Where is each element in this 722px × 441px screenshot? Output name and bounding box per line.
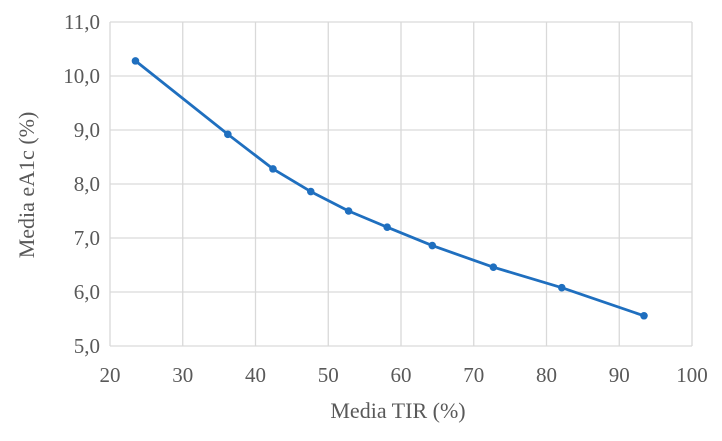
y-tick-label: 7,0 <box>74 226 100 250</box>
x-axis-title: Media TIR (%) <box>330 398 465 423</box>
y-tick-label: 9,0 <box>74 118 100 142</box>
data-point <box>489 263 498 271</box>
x-tick-label: 100 <box>676 363 708 387</box>
y-tick-label: 8,0 <box>74 172 100 196</box>
x-tick-label: 80 <box>536 363 557 387</box>
x-tick-label: 40 <box>245 363 266 387</box>
y-tick-label: 6,0 <box>74 280 100 304</box>
data-point <box>383 223 391 231</box>
gridlines <box>109 21 693 347</box>
x-tick-label: 20 <box>100 363 121 387</box>
y-tick-label: 5,0 <box>74 334 100 358</box>
data-point <box>306 187 315 196</box>
y-tick-label: 11,0 <box>64 10 100 34</box>
x-tick-label: 70 <box>463 363 484 387</box>
data-point <box>131 57 140 65</box>
data-point <box>269 165 277 173</box>
y-axis-title: Media eA1c (%) <box>14 112 39 259</box>
x-tick-label: 60 <box>391 363 412 387</box>
x-tick-label: 90 <box>609 363 630 387</box>
data-point <box>428 241 437 250</box>
tick-labels: 5,0 6,0 7,0 8,0 9,0 10,0 11,0 20 30 40 50 60 70 80 90 1… <box>63 10 708 387</box>
series-line <box>134 59 646 318</box>
x-tick-label: 30 <box>172 363 193 387</box>
x-tick-label: 50 <box>318 363 339 387</box>
data-point <box>344 207 353 215</box>
data-point <box>557 283 566 292</box>
data-point <box>640 311 648 320</box>
series <box>131 57 648 320</box>
data-point <box>224 130 232 139</box>
y-tick-label: 10,0 <box>63 64 100 88</box>
